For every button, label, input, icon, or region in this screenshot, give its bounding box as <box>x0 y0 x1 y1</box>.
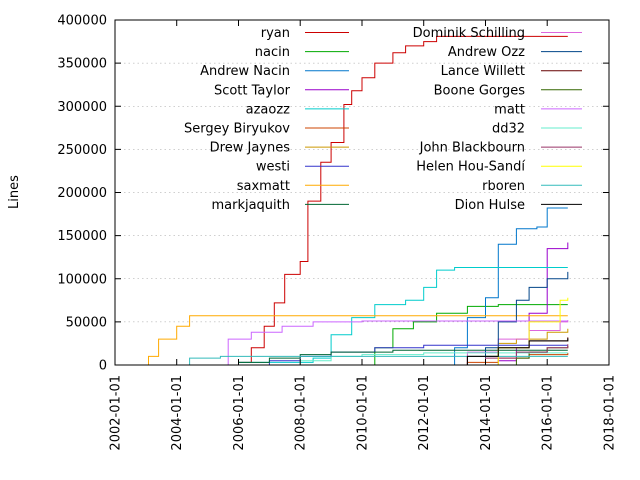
legend-label: Andrew Nacin <box>200 64 290 79</box>
legend-label: markjaquith <box>211 198 290 213</box>
series-line-0 <box>228 35 568 366</box>
y-tick-label: 400000 <box>57 14 107 29</box>
series-line-4 <box>189 267 568 366</box>
series-line-3 <box>467 242 569 366</box>
series-line-5 <box>436 352 569 366</box>
legend-label: Scott Taylor <box>214 83 291 98</box>
legend-label: Dominik Schilling <box>413 26 525 41</box>
series-line-11 <box>467 271 569 366</box>
series-line-2 <box>444 207 568 366</box>
legend-label: Andrew Ozz <box>448 45 525 60</box>
series-line-19 <box>436 338 569 366</box>
y-tick-label: 50000 <box>66 315 107 330</box>
x-tick-label: 2010-01-01 <box>356 375 371 451</box>
y-tick-label: 350000 <box>57 57 107 72</box>
legend-label: dd32 <box>492 122 525 137</box>
x-tick-label: 2008-01-01 <box>294 375 309 451</box>
x-tick-label: 2016-01-01 <box>541 375 556 451</box>
legend-label: rboren <box>482 179 525 194</box>
legend-label: John Blackbourn <box>419 141 525 156</box>
x-tick-label: 2004-01-01 <box>170 375 185 451</box>
series-line-14 <box>220 320 568 366</box>
y-tick-label: 100000 <box>57 272 107 287</box>
x-tick-label: 2002-01-01 <box>109 375 124 451</box>
x-axis-ticks: 2002-01-01 2004-01-01 2006-01-01 2008-01-01… <box>109 20 618 451</box>
legend-label: nacin <box>255 45 290 60</box>
legend-label: ryan <box>261 26 290 41</box>
legend: ryan nacin Andrew Nacin Scott Taylor azaozz S… <box>184 26 582 213</box>
x-tick-label: 2014-01-01 <box>479 375 494 451</box>
legend-label: Sergey Biryukov <box>184 122 290 137</box>
x-tick-label: 2018-01-01 <box>603 375 618 451</box>
legend-label: matt <box>494 102 525 117</box>
x-tick-label: 2012-01-01 <box>417 375 432 451</box>
y-axis-title: Lines <box>7 175 22 209</box>
series-line-8 <box>145 315 568 366</box>
legend-label: Dion Hulse <box>455 198 525 213</box>
legend-label: Boone Gorges <box>434 83 526 98</box>
legend-label: azaozz <box>246 102 291 117</box>
y-tick-label: 150000 <box>57 229 107 244</box>
y-tick-label: 300000 <box>57 100 107 115</box>
series-line-17 <box>467 297 569 366</box>
legend-label: Drew Jaynes <box>210 141 291 156</box>
y-axis-ticks: 0 50000 100000 150000 200000 250000 300000 3500… <box>57 14 609 374</box>
y-tick-label: 250000 <box>57 143 107 158</box>
series-line-6 <box>467 328 569 366</box>
legend-label: westi <box>256 160 290 175</box>
y-tick-label: 200000 <box>57 186 107 201</box>
legend-label: Lance Willett <box>441 64 525 79</box>
grid-lines <box>115 62 609 323</box>
legend-label: saxmatt <box>237 179 290 194</box>
legend-label: Helen Hou-Sandí <box>416 160 525 175</box>
series-line-13 <box>498 346 569 366</box>
y-tick-label: 0 <box>99 359 107 374</box>
x-tick-label: 2006-01-01 <box>232 375 247 451</box>
